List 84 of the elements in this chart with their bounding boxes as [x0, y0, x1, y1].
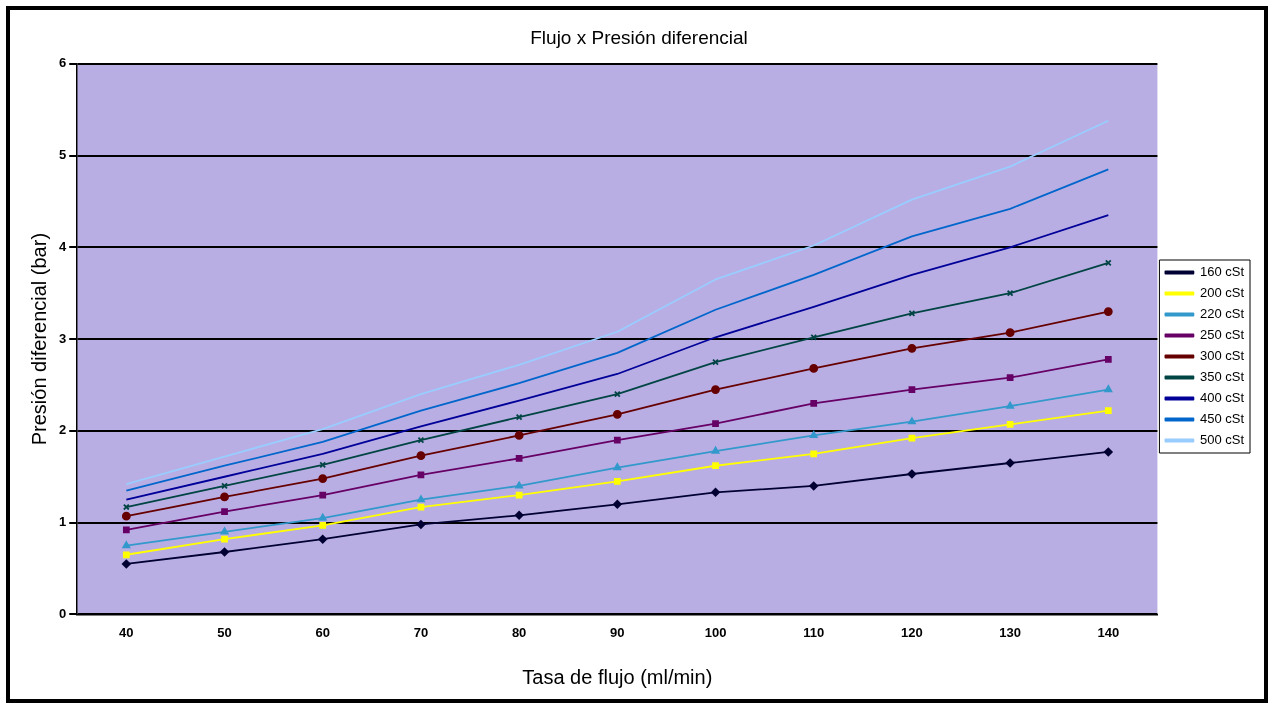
x-axis-title: Tasa de flujo (ml/min) [522, 665, 713, 688]
point [121, 511, 131, 521]
y-tick-label: 2 [59, 422, 67, 438]
point [1005, 458, 1015, 468]
point [907, 469, 917, 479]
y-tick-label: 1 [59, 514, 67, 530]
y-tick-label: 3 [59, 330, 67, 346]
point [613, 477, 621, 485]
point [220, 492, 229, 502]
point [514, 510, 524, 520]
point [122, 551, 130, 559]
legend-label: 350 cSt [1199, 369, 1245, 385]
point [416, 495, 425, 503]
point [319, 522, 327, 529]
point [907, 417, 916, 425]
x-tick-label: 50 [217, 624, 232, 640]
x-tick-label: 90 [610, 624, 625, 640]
point [612, 409, 622, 419]
point [810, 450, 818, 458]
point [809, 431, 818, 439]
x-tick-label: 140 [1097, 624, 1120, 640]
x-tick-label: 40 [119, 624, 134, 640]
legend-label: 160 cSt [1199, 264, 1245, 280]
point [515, 455, 523, 462]
x-tick-label: 120 [901, 624, 923, 640]
legend-label: 200 cSt [1199, 285, 1245, 301]
point [417, 436, 425, 444]
x-tick-label: 110 [803, 624, 825, 640]
point [416, 520, 426, 529]
x-tick-label: 100 [704, 624, 727, 640]
y-tick-label: 0 [59, 605, 67, 621]
point [908, 386, 916, 393]
point [711, 446, 720, 454]
point [1103, 307, 1113, 316]
point [318, 513, 327, 521]
point [1006, 421, 1014, 428]
legend-label: 450 cSt [1199, 411, 1245, 427]
point [711, 487, 720, 497]
point [122, 526, 130, 534]
point [221, 535, 228, 543]
point [220, 547, 229, 557]
point [1104, 355, 1112, 363]
point [809, 364, 819, 373]
point [416, 451, 426, 461]
y-tick-label: 6 [59, 55, 67, 71]
point [1006, 374, 1014, 382]
point [809, 481, 819, 491]
point [1103, 447, 1113, 457]
point [712, 420, 719, 427]
point [1104, 407, 1112, 415]
point [1104, 385, 1113, 393]
point [613, 463, 622, 471]
point [515, 481, 524, 489]
point [318, 534, 328, 544]
x-tick-label: 130 [999, 624, 1021, 640]
legend-label: 500 cSt [1199, 432, 1245, 448]
legend-label: 400 cSt [1199, 390, 1245, 406]
point [711, 385, 720, 394]
point [221, 508, 228, 515]
point [319, 491, 327, 499]
point [318, 474, 328, 483]
x-tick-label: 80 [511, 624, 527, 640]
point [514, 431, 524, 440]
point [810, 399, 818, 407]
legend-label: 250 cSt [1199, 327, 1245, 343]
point [220, 527, 229, 535]
legend-label: 300 cSt [1199, 348, 1245, 364]
legend-label: 220 cSt [1199, 306, 1245, 322]
chart-title: Flujo x Presión diferencial [530, 26, 748, 48]
y-tick-label: 4 [59, 238, 67, 254]
x-tick-label: 70 [413, 624, 429, 640]
y-tick-label: 5 [59, 147, 67, 163]
point [122, 541, 131, 549]
point [613, 436, 621, 444]
point [612, 499, 622, 509]
point [121, 559, 131, 569]
point [1006, 401, 1015, 409]
x-tick-label: 60 [315, 624, 330, 640]
point [907, 343, 917, 353]
point [515, 413, 523, 421]
y-axis-title: Presión diferencial (bar) [27, 232, 50, 446]
point [712, 462, 719, 470]
point [1005, 328, 1015, 338]
point [908, 434, 916, 442]
